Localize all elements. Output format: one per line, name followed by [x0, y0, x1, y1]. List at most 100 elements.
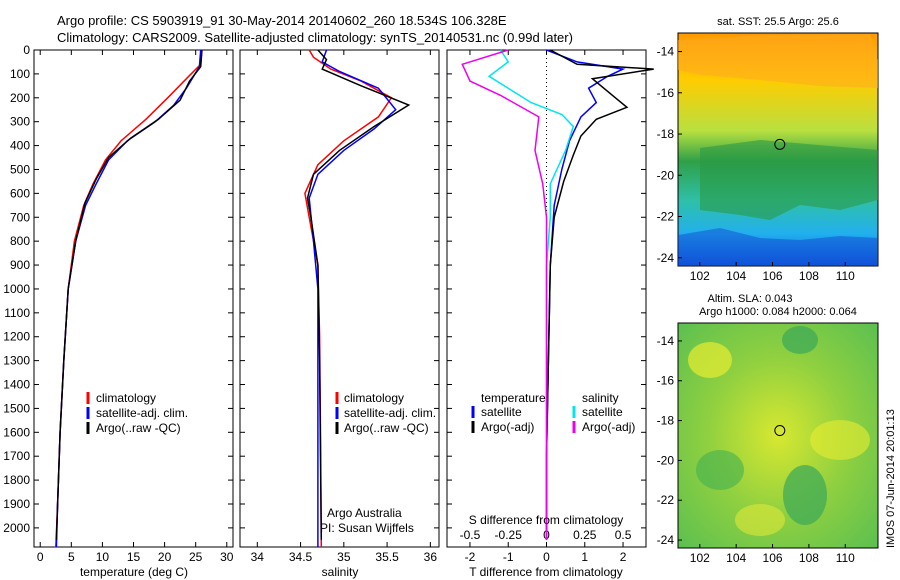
y-tick-label: 900 — [10, 258, 30, 272]
map-x-tick-label: 102 — [690, 551, 710, 565]
y-tick-label: 1300 — [3, 354, 30, 368]
y-tick-label: 700 — [10, 210, 30, 224]
x-tick-label-top: -0.5 — [460, 528, 481, 542]
y-tick-label: 1700 — [3, 449, 30, 463]
generation-stamp: IMOS 07-Jun-2014 20:01:13 — [885, 409, 897, 548]
map-y-tick-label: -18 — [657, 414, 675, 428]
difference-legend: temperature salinity satellite Argo(-adj… — [471, 391, 635, 434]
legend-label-t-argo: Argo(-adj) — [481, 420, 534, 434]
sst-map-title: sat. SST: 25.5 Argo: 25.6 — [717, 16, 839, 28]
y-tick-label: 1400 — [3, 378, 30, 392]
x-tick-label-top: 0.5 — [615, 528, 632, 542]
x-tick-label: 35 — [337, 550, 351, 564]
y-tick-label: 1900 — [3, 497, 30, 511]
map-y-tick-label: -24 — [657, 533, 675, 547]
sla-green-blob — [696, 450, 744, 490]
sla-yellow-blob — [735, 504, 785, 536]
series-line-s-argo — [461, 49, 548, 540]
y-tick-label: 500 — [10, 162, 30, 176]
series-line-satellite — [55, 49, 202, 548]
credit-org: Argo Australia — [327, 506, 402, 520]
sla-ticks: 102 104 106 108 110 -14 -16 -18 -20 -22 -24 — [657, 334, 856, 565]
y-tick-label: 300 — [10, 115, 30, 129]
credit-pi: PI: Susan Wijffels — [320, 521, 414, 535]
series-line-climatology — [55, 49, 203, 548]
legend-header-salinity: salinity — [582, 391, 619, 405]
map-x-tick-label: 106 — [763, 551, 783, 565]
sla-map-title-1: Altim. SLA: 0.043 — [708, 293, 793, 305]
title-line-1: Argo profile: CS 5903919_91 30-May-2014 … — [57, 13, 507, 28]
temperature-xlabel: temperature (deg C) — [80, 565, 188, 579]
x-tick-label-top: -0.25 — [495, 528, 523, 542]
legend-label-t-satellite: satellite — [481, 405, 522, 419]
x-tick-label: 2 — [620, 550, 627, 564]
map-y-tick-label: -18 — [657, 127, 675, 141]
y-tick-label: 1200 — [3, 330, 30, 344]
legend-label-climatology: climatology — [96, 391, 156, 405]
series-line-t-satellite — [545, 49, 626, 540]
x-tick-label: 15 — [127, 550, 141, 564]
y-tick-label: 400 — [10, 139, 30, 153]
difference-xlabel: T difference from climatology — [469, 565, 623, 579]
x-tick-label: 25 — [189, 550, 203, 564]
x-tick-label-top: 0.25 — [573, 528, 597, 542]
y-tick-label: 200 — [10, 91, 30, 105]
map-x-tick-label: 110 — [836, 269, 855, 283]
map-x-tick-label: 108 — [799, 269, 819, 283]
sst-ticks: 102 104 106 108 110 -14 -16 -18 -20 -22 -24 — [657, 45, 856, 283]
y-tick-label: 100 — [10, 67, 30, 81]
legend-header-temperature: temperature — [481, 391, 546, 405]
legend-label-climatology: climatology — [344, 391, 404, 405]
legend-label-s-satellite: satellite — [582, 405, 623, 419]
x-tick-label: 34 — [251, 550, 265, 564]
sla-map-panel: Altim. SLA: 0.043 Argo h1000: 0.084 h200… — [657, 293, 879, 565]
map-y-tick-label: -14 — [657, 334, 675, 348]
x-tick-label: 30 — [220, 550, 234, 564]
y-tick-label: 2000 — [3, 521, 30, 535]
map-x-tick-label: 104 — [726, 551, 746, 565]
sst-warm-patch — [678, 34, 878, 88]
series-line-t-argo — [545, 49, 654, 540]
map-x-tick-label: 108 — [799, 551, 819, 565]
map-x-tick-label: 106 — [763, 269, 783, 283]
temperature-ticks: 0 5 10 15 20 25 300100200300400500600700800900… — [3, 43, 233, 564]
series-line-satellite — [308, 49, 397, 547]
x-tick-label: 34.5 — [289, 550, 313, 564]
salinity-axes — [239, 49, 440, 548]
sla-yellow-blob — [688, 342, 732, 378]
x-tick-label: 20 — [158, 550, 172, 564]
y-tick-label: 1000 — [3, 282, 30, 296]
argo-float-marker — [774, 138, 786, 150]
legend-label-argo: Argo(..raw -QC) — [344, 421, 429, 435]
y-tick-label: 800 — [10, 234, 30, 248]
map-x-tick-label: 110 — [836, 551, 855, 565]
sla-green-blob — [783, 465, 827, 525]
salinity-legend: climatology satellite-adj. clim. Argo(..… — [335, 391, 436, 435]
map-y-tick-label: -24 — [657, 251, 675, 265]
difference-lines — [461, 49, 654, 540]
series-line-argo — [55, 49, 203, 540]
y-tick-label: 0 — [23, 43, 30, 57]
salinity-xlabel: salinity — [322, 565, 359, 579]
map-x-tick-label: 102 — [690, 269, 710, 283]
sst-green-tongue — [700, 140, 878, 220]
sst-map-panel: sat. SST: 25.5 Argo: 25.6 102 104 106 108 11… — [657, 16, 879, 283]
map-y-tick-label: -14 — [657, 45, 675, 59]
map-x-tick-label: 104 — [726, 269, 746, 283]
argo-float-marker — [774, 425, 786, 437]
y-tick-label: 1500 — [3, 401, 30, 415]
x-tick-label: 10 — [96, 550, 110, 564]
temperature-axes — [33, 49, 234, 548]
salinity-panel: 34 34.5 35 35.5 36 salinity climatology sate… — [239, 49, 440, 579]
map-y-tick-label: -20 — [657, 453, 675, 467]
x-tick-label: 0 — [543, 550, 550, 564]
sla-green-blob — [782, 326, 818, 354]
difference-xlabel-top: S difference from climatology — [469, 513, 624, 527]
map-y-tick-label: -20 — [657, 168, 675, 182]
title-line-2: Climatology: CARS2009. Satellite-adjuste… — [57, 30, 573, 45]
series-line-s-satellite — [487, 49, 575, 540]
sst-cold-patch — [678, 228, 878, 266]
